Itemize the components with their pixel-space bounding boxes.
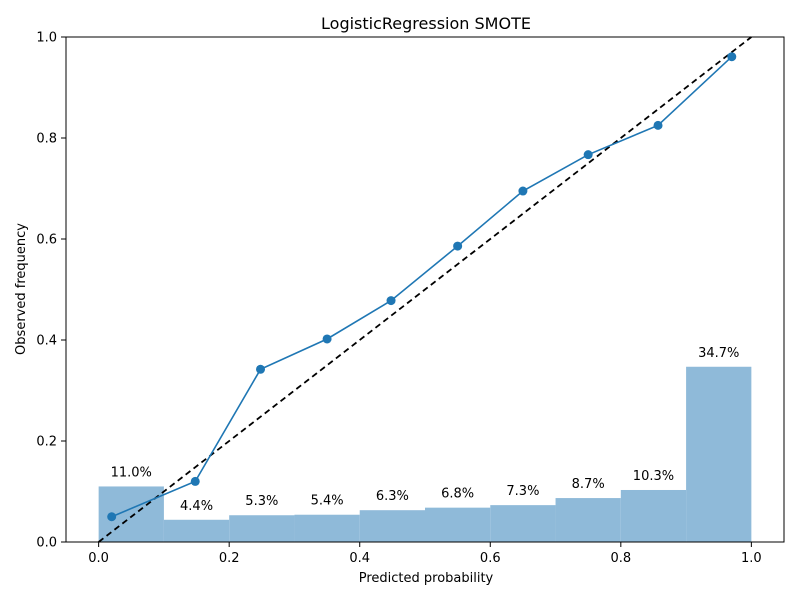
- calibration-point: [727, 52, 737, 62]
- histogram-bar: [620, 489, 687, 542]
- x-tick-label: 0.2: [219, 551, 240, 566]
- chart-title: LogisticRegression SMOTE: [321, 14, 531, 33]
- calibration-point: [190, 476, 200, 486]
- y-axis-ticks: 0.0 0.2 0.4 0.6 0.8 1.0: [36, 31, 66, 551]
- histogram-bar: [294, 514, 360, 542]
- histogram-bar: [490, 505, 556, 542]
- plot-frame: [65, 36, 785, 543]
- histogram-bar-label: 6.3%: [376, 489, 409, 504]
- y-axis-label: Observed frequency: [14, 223, 29, 355]
- histogram-bar-label: 4.4%: [180, 499, 213, 514]
- calibration-curve-line: [111, 56, 733, 518]
- perfect-calibration-line: [98, 36, 752, 543]
- calibration-point: [653, 120, 663, 130]
- histogram-bar-label: 6.8%: [441, 487, 474, 502]
- y-tick-label: 0.8: [36, 132, 57, 147]
- x-tick-label: 0.0: [88, 551, 109, 566]
- histogram-bar-label: 11.0%: [111, 465, 152, 480]
- y-tick-label: 0.6: [36, 233, 57, 248]
- histogram-bar-label: 5.3%: [245, 494, 278, 509]
- histogram-bar-label: 8.7%: [572, 477, 605, 492]
- y-tick-label: 1.0: [36, 31, 57, 46]
- histogram-bar: [425, 507, 491, 542]
- histogram-bar: [163, 519, 230, 542]
- calibration-point: [453, 241, 463, 251]
- histogram-bar-label: 34.7%: [698, 346, 739, 361]
- calibration-curve-points: [107, 52, 737, 522]
- y-tick-label: 0.2: [36, 435, 57, 450]
- x-tick-label: 0.8: [610, 551, 631, 566]
- calibration-point: [518, 186, 528, 196]
- histogram-bar: [555, 498, 621, 542]
- calibration-point: [256, 364, 266, 374]
- histogram-bar-label: 10.3%: [633, 469, 674, 484]
- histogram-bar-label: 7.3%: [506, 484, 539, 499]
- calibration-point: [322, 334, 332, 344]
- y-tick-label: 0.0: [36, 536, 57, 551]
- x-tick-label: 0.6: [480, 551, 501, 566]
- histogram-bar-label: 5.4%: [311, 494, 344, 509]
- histogram-bar-labels: 11.0% 4.4% 5.3% 5.4% 6.3% 6.8% 7.3% 8.7% 10.3% 34…: [111, 346, 740, 514]
- x-axis-label: Predicted probability: [359, 571, 494, 586]
- calibration-point: [583, 150, 593, 160]
- x-tick-label: 1.0: [741, 551, 762, 566]
- histogram-bar: [229, 515, 295, 542]
- y-tick-label: 0.4: [36, 334, 57, 349]
- histogram-bar: [686, 366, 752, 542]
- calibration-point: [386, 296, 396, 306]
- calibration-point: [107, 512, 117, 522]
- histogram-bars: [98, 366, 752, 542]
- x-tick-label: 0.4: [349, 551, 370, 566]
- x-axis-ticks: 0.0 0.2 0.4 0.6 0.8 1.0: [88, 542, 762, 566]
- histogram-bar: [359, 510, 425, 542]
